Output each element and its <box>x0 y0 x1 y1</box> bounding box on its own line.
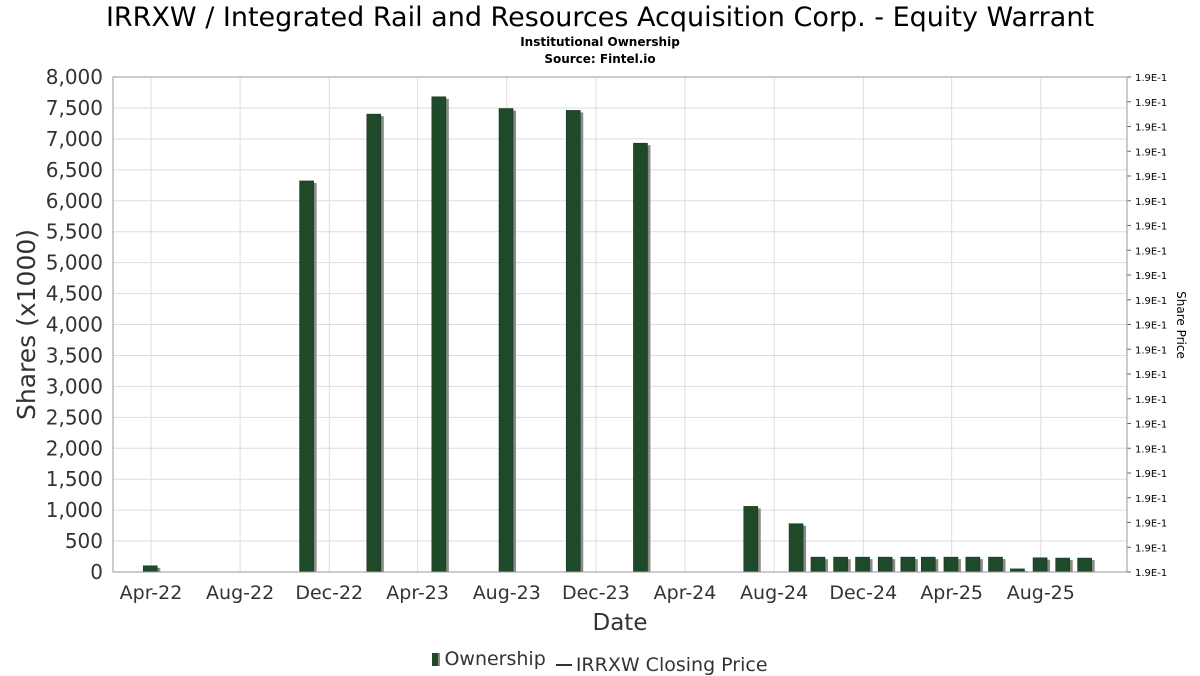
ownership-bar <box>855 556 870 573</box>
y2-tick-label: 1.9E-1 <box>1135 345 1167 356</box>
y2-tick-label: 1.9E-1 <box>1135 469 1167 480</box>
y-tick-label: 5,500 <box>46 220 103 244</box>
y2-axis-title: Share Price <box>1174 291 1188 359</box>
ownership-bar <box>299 180 314 573</box>
x-tick-label: Aug-23 <box>473 582 541 604</box>
y2-tick-label: 1.9E-1 <box>1135 222 1167 233</box>
y-tick-label: 4,000 <box>46 313 103 337</box>
legend: Ownership IRRXW Closing Price <box>0 648 1200 676</box>
ownership-bar <box>1055 557 1071 573</box>
ownership-bar <box>988 556 1003 573</box>
y-tick-label: 8,000 <box>46 65 103 89</box>
y-tick-label: 0 <box>90 560 103 584</box>
ownership-chart: 0 500 1,000 1,500 2,000 2,500 3,000 3,500 4,000 4… <box>12 65 1188 636</box>
y2-tick-label: 1.9E-1 <box>1135 246 1167 257</box>
y-tick-label: 2,000 <box>46 436 103 460</box>
ownership-bar <box>366 113 382 573</box>
y2-tick-label: 1.9E-1 <box>1135 444 1167 455</box>
y2-tick-label: 1.9E-1 <box>1135 172 1167 183</box>
legend-label-price: IRRXW Closing Price <box>575 653 768 676</box>
y-tick-label: 5,000 <box>46 251 103 275</box>
chart-title: IRRXW / Integrated Rail and Resources Ac… <box>105 2 1095 33</box>
ownership-bar <box>943 556 959 573</box>
ownership-swatch <box>432 652 441 666</box>
ownership-bar <box>900 556 916 573</box>
x-tick-label: Apr-23 <box>386 582 449 604</box>
y-axis-title: Shares (x1000) <box>12 229 41 420</box>
ownership-bar <box>743 506 759 573</box>
y-tick-label: 4,500 <box>46 282 103 306</box>
y-tick-label: 1,000 <box>46 498 103 522</box>
x-tick-label: Aug-22 <box>206 582 274 604</box>
y2-tick-label: 1.9E-1 <box>1135 197 1167 208</box>
y-tick-label: 2,500 <box>46 405 103 429</box>
plot-frame <box>112 76 1128 573</box>
price-swatch <box>555 663 572 666</box>
ownership-bar <box>920 556 936 573</box>
y-tick-label: 7,500 <box>46 96 103 120</box>
y2-tick-label: 1.9E-1 <box>1135 123 1167 134</box>
y2-tick-label: 1.9E-1 <box>1135 147 1167 158</box>
y2-tick-label: 1.9E-1 <box>1135 420 1167 431</box>
y2-tick-label: 1.9E-1 <box>1135 321 1167 332</box>
y-tick-label: 6,000 <box>46 189 103 213</box>
chart-source: Source: Fintel.io <box>544 52 656 66</box>
y-tick-label: 3,500 <box>46 343 103 367</box>
x-tick-label: Aug-25 <box>1007 582 1075 604</box>
legend-item-ownership[interactable]: Ownership <box>432 648 546 670</box>
ownership-bar <box>833 556 848 573</box>
y-tick-label: 1,500 <box>46 467 103 491</box>
legend-label-ownership: Ownership <box>444 648 546 670</box>
y2-tick-label: 1.9E-1 <box>1135 519 1167 530</box>
y2-tick-label: 1.9E-1 <box>1135 271 1167 282</box>
ownership-bar <box>565 110 581 573</box>
ownership-bar <box>633 142 648 573</box>
ownership-bar <box>788 523 804 573</box>
x-tick-label: Apr-24 <box>654 582 717 604</box>
x-tick-label: Aug-24 <box>740 582 808 604</box>
ownership-bar <box>965 556 981 573</box>
x-tick-label: Apr-22 <box>120 582 183 604</box>
legend-item-price[interactable]: IRRXW Closing Price <box>555 653 768 676</box>
y2-tick-label: 1.9E-1 <box>1135 568 1167 579</box>
y2-tick-label: 1.9E-1 <box>1135 296 1167 307</box>
ownership-bar <box>498 108 514 573</box>
y2-tick-label: 1.9E-1 <box>1135 370 1167 381</box>
ownership-bar <box>431 96 447 573</box>
y2-tick-label: 1.9E-1 <box>1135 395 1167 406</box>
y-tick-label: 7,000 <box>46 127 103 151</box>
y-tick-label: 6,500 <box>46 158 103 182</box>
ownership-bar <box>142 565 158 573</box>
y2-tick-label: 1.9E-1 <box>1135 494 1167 505</box>
y-tick-label: 500 <box>65 529 103 553</box>
ownership-bar <box>1032 557 1048 573</box>
chart-subtitle: Institutional Ownership <box>520 35 680 49</box>
x-axis-title: Date <box>593 610 648 636</box>
x-tick-label: Apr-25 <box>920 582 983 604</box>
ownership-bar <box>810 556 826 573</box>
y2-tick-label: 1.9E-1 <box>1135 73 1167 84</box>
x-tick-label: Dec-23 <box>562 582 630 604</box>
x-tick-label: Dec-24 <box>829 582 897 604</box>
y2-tick-label: 1.9E-1 <box>1135 543 1167 554</box>
ownership-bar <box>1077 557 1092 573</box>
ownership-bar <box>877 556 893 573</box>
x-tick-label: Dec-22 <box>295 582 363 604</box>
y2-tick-label: 1.9E-1 <box>1135 98 1167 109</box>
y-tick-label: 3,000 <box>46 374 103 398</box>
